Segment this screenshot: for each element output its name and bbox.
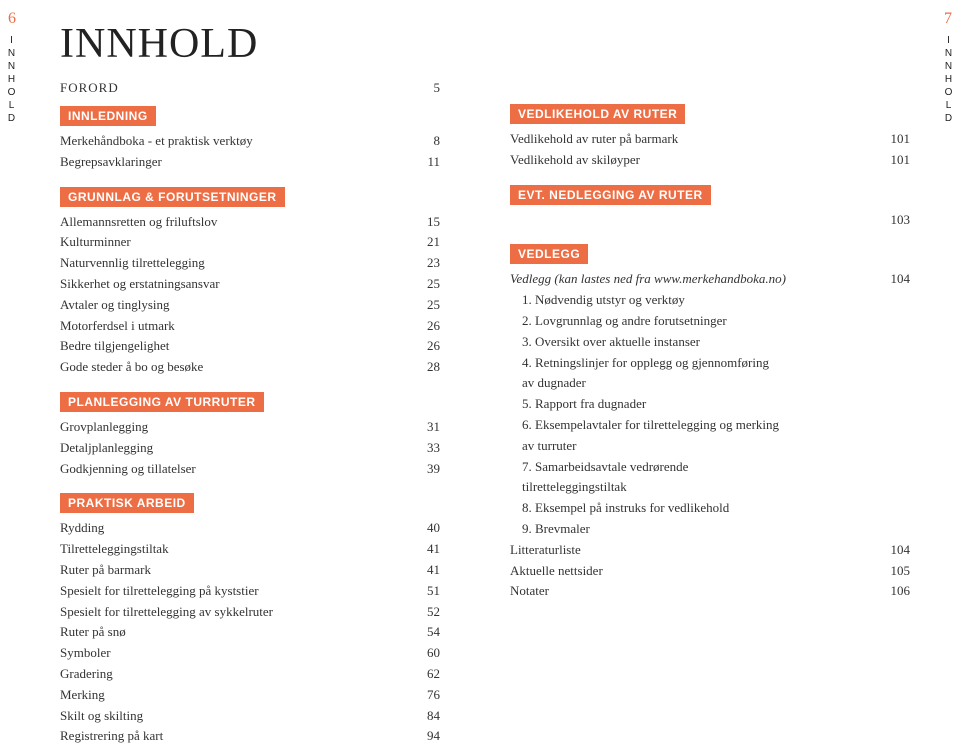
toc-row: Begrepsavklaringer11 bbox=[60, 152, 440, 173]
toc-row: Litteraturliste104 bbox=[510, 540, 910, 561]
page-left: 6 INNHOLD INNHOLD FORORD 5 INNLEDNING Me… bbox=[0, 0, 480, 681]
side-label-left: INNHOLD bbox=[6, 35, 17, 126]
vedlegg-item: 5. Rapport fra dugnader bbox=[510, 394, 910, 415]
page-right: 7 INNHOLD VEDLIKEHOLD AV RUTER Vedlikeho… bbox=[480, 0, 960, 681]
toc-row: 103 bbox=[510, 210, 910, 231]
toc-row: Vedlikehold av ruter på barmark101 bbox=[510, 129, 910, 150]
vedlegg-item: tilretteleggingstiltak bbox=[510, 477, 910, 498]
toc-row: Vedlegg (kan lastes ned fra www.merkehan… bbox=[510, 269, 910, 290]
side-label-right: INNHOLD bbox=[943, 35, 954, 126]
vedlegg-item: 4. Retningslinjer for opplegg og gjennom… bbox=[510, 353, 910, 374]
toc-row: Sikkerhet og erstatningsansvar25 bbox=[60, 274, 440, 295]
section-vedlikehold-header: VEDLIKEHOLD AV RUTER bbox=[510, 104, 685, 124]
toc-row: Skilt og skilting84 bbox=[60, 706, 440, 727]
left-content: FORORD 5 INNLEDNING Merkehåndboka - et p… bbox=[60, 80, 440, 747]
toc-row: Symboler60 bbox=[60, 643, 440, 664]
section-innledning-header: INNLEDNING bbox=[60, 106, 156, 126]
vedlegg-note: Vedlegg (kan lastes ned fra www.merkehan… bbox=[510, 269, 870, 290]
main-title: INNHOLD bbox=[60, 20, 450, 68]
toc-row: Vedlikehold av skiløyper101 bbox=[510, 150, 910, 171]
toc-row: Kulturminner21 bbox=[60, 232, 440, 253]
toc-row: Detaljplanlegging33 bbox=[60, 438, 440, 459]
forord-num: 5 bbox=[434, 80, 441, 96]
vedlegg-item: av dugnader bbox=[510, 373, 910, 394]
forord-row: FORORD 5 bbox=[60, 80, 440, 96]
toc-row: Merkehåndboka - et praktisk verktøy8 bbox=[60, 131, 440, 152]
page-number-right: 7 bbox=[944, 10, 952, 28]
forord-label: FORORD bbox=[60, 80, 119, 96]
toc-row: Gode steder å bo og besøke28 bbox=[60, 357, 440, 378]
toc-row: Tilretteleggingstiltak41 bbox=[60, 539, 440, 560]
vedlegg-item: 1. Nødvendig utstyr og verktøy bbox=[510, 290, 910, 311]
vedlegg-item: av turruter bbox=[510, 436, 910, 457]
section-grunnlag-header: GRUNNLAG & FORUTSETNINGER bbox=[60, 187, 285, 207]
toc-row: Naturvennlig tilrettelegging23 bbox=[60, 253, 440, 274]
toc-row: Grovplanlegging31 bbox=[60, 417, 440, 438]
toc-row: Spesielt for tilrettelegging av sykkelru… bbox=[60, 602, 440, 623]
toc-row: Ruter på snø54 bbox=[60, 622, 440, 643]
toc-row: Registrering på kart94 bbox=[60, 726, 440, 747]
toc-row: Godkjenning og tillatelser39 bbox=[60, 459, 440, 480]
toc-row: Ruter på barmark41 bbox=[60, 560, 440, 581]
toc-row: Motorferdsel i utmark26 bbox=[60, 316, 440, 337]
section-nedlegging-header: EVT. NEDLEGGING AV RUTER bbox=[510, 185, 711, 205]
vedlegg-item: 7. Samarbeidsavtale vedrørende bbox=[510, 457, 910, 478]
section-vedlegg-header: VEDLEGG bbox=[510, 244, 588, 264]
vedlegg-item: 3. Oversikt over aktuelle instanser bbox=[510, 332, 910, 353]
toc-row: Avtaler og tinglysing25 bbox=[60, 295, 440, 316]
toc-row: Rydding40 bbox=[60, 518, 440, 539]
section-praktisk-header: PRAKTISK ARBEID bbox=[60, 493, 194, 513]
page-number-left: 6 bbox=[8, 10, 16, 28]
toc-row: Aktuelle nettsider105 bbox=[510, 561, 910, 582]
toc-row: Merking76 bbox=[60, 685, 440, 706]
vedlegg-item: 9. Brevmaler bbox=[510, 519, 910, 540]
vedlegg-item: 6. Eksempelavtaler for tilrettelegging o… bbox=[510, 415, 910, 436]
toc-row: Allemannsretten og friluftslov15 bbox=[60, 212, 440, 233]
right-content: VEDLIKEHOLD AV RUTER Vedlikehold av rute… bbox=[510, 100, 910, 602]
toc-row: Gradering62 bbox=[60, 664, 440, 685]
toc-row: Spesielt for tilrettelegging på kyststie… bbox=[60, 581, 440, 602]
toc-row: Notater106 bbox=[510, 581, 910, 602]
vedlegg-item: 2. Lovgrunnlag og andre forutsetninger bbox=[510, 311, 910, 332]
toc-row: Bedre tilgjengelighet26 bbox=[60, 336, 440, 357]
vedlegg-item: 8. Eksempel på instruks for vedlikehold bbox=[510, 498, 910, 519]
section-planlegging-header: PLANLEGGING AV TURRUTER bbox=[60, 392, 264, 412]
